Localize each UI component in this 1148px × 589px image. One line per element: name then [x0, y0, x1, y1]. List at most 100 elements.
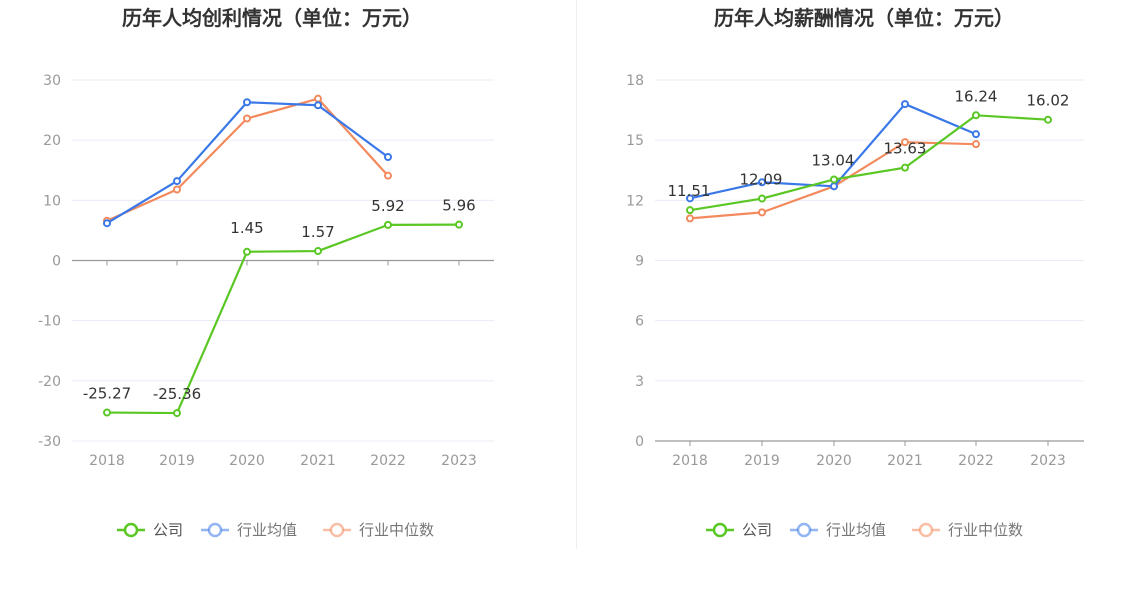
y-tick-label: 0 [52, 254, 61, 270]
company-point [901, 163, 909, 172]
grid-lines [655, 79, 1084, 442]
industry-median-point [384, 171, 392, 180]
data-label: 11.51 [668, 182, 711, 200]
company-line [106, 223, 460, 415]
data-label: 1.45 [230, 219, 263, 237]
y-tick-label: 15 [626, 133, 644, 149]
legend-label: 行业均值 [826, 521, 886, 539]
industry-median-point [243, 114, 251, 123]
x-tick-label: 2022 [370, 453, 406, 469]
legend: 公司 行业均值 行业中位数 [117, 521, 434, 539]
y-tick-labels: 18 15 12 9 6 3 0 [626, 73, 644, 450]
industry-avg-point [243, 98, 251, 107]
data-labels: 11.51 12.09 13.04 13.63 16.24 16.02 [668, 87, 1070, 200]
y-tick-labels: 30 20 10 0 -10 -20 -30 [38, 73, 61, 450]
y-tick-label: -20 [38, 374, 61, 390]
x-tick-label: 2022 [958, 453, 994, 469]
grid-lines [72, 79, 494, 442]
legend-company[interactable]: 公司 [117, 521, 183, 539]
legend-marker-icon [918, 522, 934, 538]
x-tick-label: 2020 [816, 453, 852, 469]
legend-marker-icon [712, 522, 728, 538]
data-label: 16.24 [955, 87, 998, 105]
data-label: 13.04 [812, 151, 855, 169]
industry-median-point [686, 214, 694, 223]
legend-label: 行业均值 [237, 521, 297, 539]
industry-avg-point [173, 177, 181, 186]
y-tick-label: 0 [635, 434, 644, 450]
company-point [972, 111, 980, 120]
y-tick-label: 18 [626, 73, 644, 89]
industry-median-point [972, 140, 980, 149]
legend-marker-icon [796, 522, 812, 538]
industry-avg-point [103, 219, 111, 228]
industry-avg-point [758, 178, 766, 187]
y-tick-label: 30 [43, 73, 61, 89]
legend-label: 行业中位数 [359, 521, 434, 539]
legend-marker-icon [207, 522, 223, 538]
industry-avg-point [314, 101, 322, 110]
series-layer [686, 100, 1052, 223]
industry-median-point [758, 208, 766, 217]
industry-median-point [901, 138, 909, 147]
series-layer [103, 94, 463, 418]
company-point [384, 220, 392, 229]
data-label: 5.96 [442, 197, 475, 215]
chart-title: 历年人均薪酬情况（单位：万元） [714, 6, 1014, 30]
x-tick-label: 2019 [159, 453, 195, 469]
legend-industry-avg[interactable]: 行业均值 [790, 521, 886, 539]
data-label: 12.09 [740, 171, 783, 189]
legend-industry-median[interactable]: 行业中位数 [912, 521, 1023, 539]
company-point [1044, 115, 1052, 124]
legend: 公司 行业均值 行业中位数 [706, 521, 1023, 539]
industry-avg-point [686, 194, 694, 203]
data-label: 1.57 [301, 223, 334, 241]
company-point [686, 206, 694, 215]
legend-marker-icon [329, 522, 345, 538]
legend-company[interactable]: 公司 [706, 521, 772, 539]
y-tick-label: -10 [38, 314, 61, 330]
industry-median-point [173, 185, 181, 194]
data-label: 16.02 [1027, 92, 1070, 110]
x-tick-label: 2020 [229, 453, 265, 469]
y-tick-label: -30 [38, 434, 61, 450]
company-point [243, 247, 251, 256]
legend-industry-median[interactable]: 行业中位数 [323, 521, 434, 539]
y-tick-label: 10 [43, 193, 61, 209]
industry-avg-point [972, 130, 980, 139]
chart-title: 历年人均创利情况（单位：万元） [122, 6, 422, 30]
x-tick-label: 2018 [672, 453, 708, 469]
company-point [455, 220, 463, 229]
legend-industry-avg[interactable]: 行业均值 [201, 521, 297, 539]
x-tick-label: 2021 [887, 453, 923, 469]
data-label: -25.27 [83, 385, 131, 403]
company-point [830, 175, 838, 184]
chart-divider [576, 0, 577, 549]
company-point [758, 194, 766, 203]
x-axis: 2018 2019 2020 2021 2022 2023 [89, 260, 477, 469]
y-tick-label: 20 [43, 133, 61, 149]
x-tick-label: 2023 [441, 453, 477, 469]
industry-median-point [314, 94, 322, 103]
x-axis: 2018 2019 2020 2021 2022 2023 [672, 441, 1066, 469]
x-tick-label: 2019 [744, 453, 780, 469]
y-tick-label: 6 [635, 314, 644, 330]
industry-avg-point [830, 182, 838, 191]
company-line [689, 114, 1049, 212]
company-point [314, 247, 322, 256]
company-point [103, 408, 111, 417]
x-tick-label: 2021 [300, 453, 336, 469]
data-labels: -25.27 -25.36 1.45 1.57 5.92 5.96 [83, 197, 476, 403]
x-tick-label: 2023 [1030, 453, 1066, 469]
data-label: 5.92 [371, 197, 404, 215]
legend-label: 公司 [153, 521, 183, 539]
industry-avg-point [384, 153, 392, 162]
data-label: -25.36 [153, 385, 201, 403]
legend-label: 公司 [742, 521, 772, 539]
x-tick-label: 2018 [89, 453, 125, 469]
legend-label: 行业中位数 [948, 521, 1023, 539]
y-tick-label: 12 [626, 193, 644, 209]
